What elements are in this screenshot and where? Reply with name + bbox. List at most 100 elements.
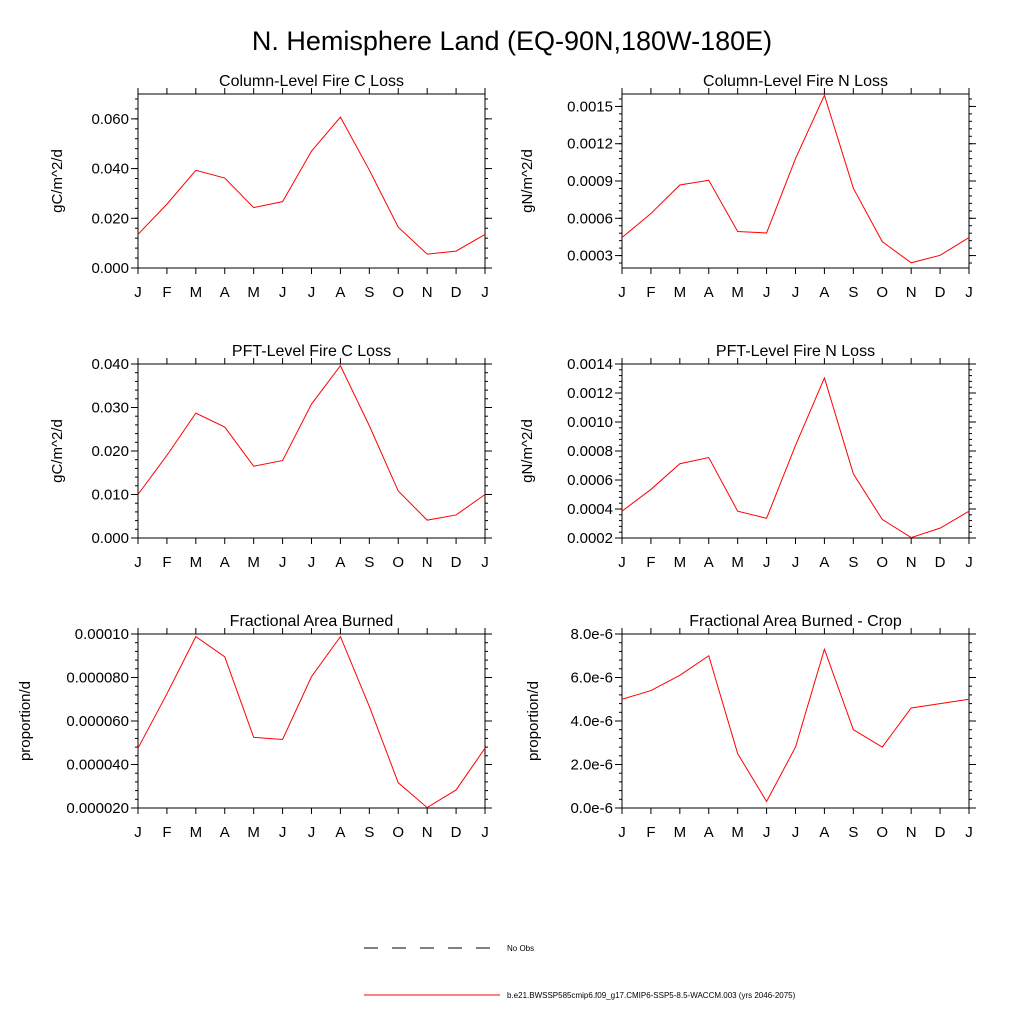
x-tick-label: N	[906, 284, 917, 301]
x-tick-label: F	[162, 554, 171, 571]
x-tick-label: A	[704, 824, 714, 841]
x-tick-label: J	[134, 284, 142, 301]
y-axis-label: proportion/d	[17, 681, 34, 761]
panel-title: Fractional Area Burned	[230, 613, 394, 630]
x-tick-label: A	[704, 284, 714, 301]
x-tick-label: N	[422, 284, 433, 301]
x-tick-label: F	[646, 554, 655, 571]
plot-frame	[137, 363, 486, 539]
x-tick-label: J	[134, 824, 142, 841]
y-tick-label: 0.0002	[567, 530, 613, 547]
y-tick-label: 0.0015	[567, 98, 613, 115]
series-line	[621, 93, 970, 264]
x-tick-label: O	[392, 284, 404, 301]
x-tick-label: M	[247, 554, 260, 571]
y-tick-label: 0.030	[91, 400, 129, 417]
y-tick-label: 0.0012	[567, 136, 613, 153]
panel-title: Column-Level Fire N Loss	[703, 73, 888, 90]
series-line	[621, 647, 970, 803]
x-tick-label: F	[162, 284, 171, 301]
x-tick-label: S	[848, 554, 858, 571]
x-tick-label: F	[646, 284, 655, 301]
x-tick-label: A	[819, 554, 829, 571]
y-tick-label: 6.0e-6	[570, 670, 613, 687]
legend-label: No Obs	[507, 944, 534, 953]
y-tick-label: 0.0008	[567, 443, 613, 460]
x-tick-label: O	[876, 284, 888, 301]
x-tick-label: D	[451, 284, 462, 301]
legend-label: b.e21.BWSSP585cmip6.f09_g17.CMIP6-SSP5-8…	[507, 991, 796, 1000]
x-tick-label: S	[848, 824, 858, 841]
y-axis-label: gC/m^2/d	[49, 419, 66, 483]
x-tick-label: S	[364, 554, 374, 571]
x-tick-label: A	[335, 824, 345, 841]
plot-frame	[137, 93, 486, 269]
series-line	[137, 116, 486, 255]
x-tick-label: J	[763, 554, 771, 571]
x-tick-label: J	[279, 554, 287, 571]
y-tick-label: 0.000020	[66, 800, 129, 817]
x-tick-label: M	[731, 284, 744, 301]
x-tick-label: J	[618, 284, 626, 301]
x-tick-label: J	[618, 824, 626, 841]
y-tick-label: 0.040	[91, 161, 129, 178]
x-tick-label: J	[481, 824, 489, 841]
x-tick-label: A	[819, 824, 829, 841]
x-tick-label: J	[308, 284, 316, 301]
x-tick-label: O	[876, 554, 888, 571]
y-tick-label: 0.060	[91, 111, 129, 128]
x-tick-label: J	[763, 284, 771, 301]
x-tick-label: N	[906, 824, 917, 841]
legend-item: b.e21.BWSSP585cmip6.f09_g17.CMIP6-SSP5-8…	[364, 991, 796, 1000]
x-tick-label: J	[481, 284, 489, 301]
y-axis-label: gN/m^2/d	[519, 149, 536, 213]
x-tick-label: A	[335, 284, 345, 301]
x-tick-label: M	[190, 554, 203, 571]
x-tick-label: D	[451, 824, 462, 841]
x-tick-label: N	[422, 554, 433, 571]
x-tick-label: J	[792, 284, 800, 301]
x-tick-label: J	[965, 824, 973, 841]
y-tick-label: 0.0009	[567, 173, 613, 190]
y-tick-label: 0.0006	[567, 472, 613, 489]
x-tick-label: J	[308, 824, 316, 841]
x-tick-label: M	[674, 554, 687, 571]
x-tick-label: D	[935, 824, 946, 841]
plot-frame	[621, 93, 970, 269]
y-tick-label: 0.0012	[567, 385, 613, 402]
x-tick-label: A	[220, 284, 230, 301]
y-tick-label: 0.020	[91, 210, 129, 227]
x-tick-label: A	[819, 284, 829, 301]
x-tick-label: S	[848, 284, 858, 301]
y-tick-label: 0.0010	[567, 414, 613, 431]
y-axis-label: gC/m^2/d	[49, 149, 66, 213]
y-axis-label: proportion/d	[525, 681, 542, 761]
panel-title: Column-Level Fire C Loss	[219, 73, 404, 90]
x-tick-label: D	[935, 284, 946, 301]
y-tick-label: 0.0006	[567, 210, 613, 227]
x-tick-label: J	[134, 554, 142, 571]
y-tick-label: 2.0e-6	[570, 757, 613, 774]
x-tick-label: J	[279, 284, 287, 301]
x-tick-label: O	[392, 824, 404, 841]
x-tick-label: N	[422, 824, 433, 841]
x-tick-label: A	[335, 554, 345, 571]
panel-title: PFT-Level Fire N Loss	[716, 343, 875, 360]
y-tick-label: 0.0e-6	[570, 800, 613, 817]
x-tick-label: M	[190, 284, 203, 301]
x-tick-label: M	[731, 554, 744, 571]
x-tick-label: J	[965, 284, 973, 301]
y-tick-label: 0.010	[91, 487, 129, 504]
x-tick-label: J	[279, 824, 287, 841]
y-tick-label: 0.000060	[66, 713, 129, 730]
y-tick-label: 0.00010	[75, 626, 129, 643]
x-tick-label: M	[674, 824, 687, 841]
y-axis-label: gN/m^2/d	[519, 419, 536, 483]
x-tick-label: J	[792, 824, 800, 841]
figure-title: N. Hemisphere Land (EQ-90N,180W-180E)	[252, 26, 772, 56]
x-tick-label: F	[162, 824, 171, 841]
panel-title: PFT-Level Fire C Loss	[232, 343, 391, 360]
y-tick-label: 0.000	[91, 260, 129, 277]
